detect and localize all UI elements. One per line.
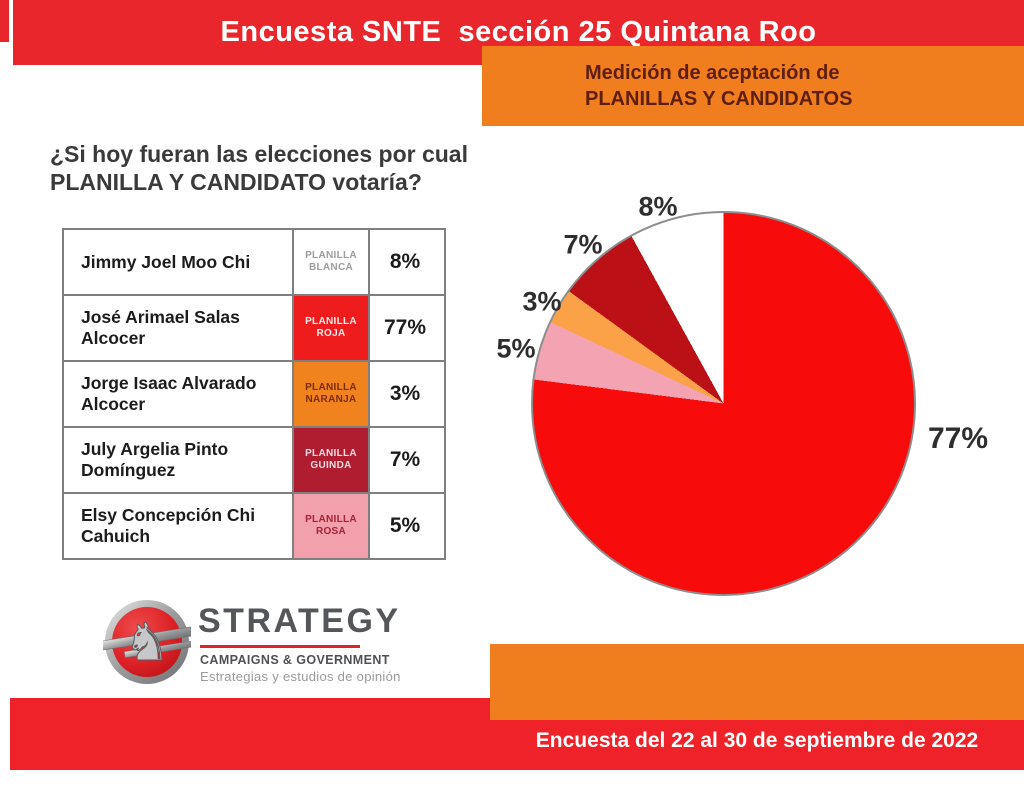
table-row: Jimmy Joel Moo Chi PLANILLA BLANCA 8%	[64, 230, 444, 296]
results-table: Jimmy Joel Moo Chi PLANILLA BLANCA 8% Jo…	[62, 228, 446, 560]
percent-value: 3%	[389, 382, 421, 405]
planilla-badge: PLANILLA NARANJA	[294, 362, 370, 426]
planilla-badge: PLANILLA ROSA	[294, 494, 370, 558]
strategy-logo-icon: ♞	[103, 600, 191, 684]
candidate-name: José Arimael Salas Alcocer	[64, 296, 294, 360]
pie-chart	[531, 211, 916, 596]
candidate-name: Elsy Concepción Chi Cahuich	[64, 494, 294, 558]
planilla-label-line1: PLANILLA	[305, 514, 357, 525]
question-line1: ¿Si hoy fueran las elecciones por cual	[50, 141, 468, 167]
percent-value: 5%	[389, 514, 421, 537]
survey-question: ¿Si hoy fueran las elecciones por cual P…	[50, 140, 530, 196]
logo-tagline-1: CAMPAIGNS & GOVERNMENT	[200, 653, 390, 667]
table-row: July Argelia Pinto Domínguez PLANILLA GU…	[64, 428, 444, 494]
strategy-logo: ♞ STRATEGY CAMPAIGNS & GOVERNMENT Estrat…	[103, 596, 403, 692]
planilla-label-line2: GUINDA	[310, 460, 352, 471]
percent-value: 8%	[389, 250, 421, 273]
pie-label-guinda: 7%	[563, 229, 603, 260]
subtitle-line1: Medición de aceptación de	[585, 62, 840, 84]
planilla-label-line2: BLANCA	[308, 262, 354, 273]
planilla-label-line2: ROJA	[316, 328, 346, 339]
svg-text:♞: ♞	[124, 614, 171, 672]
candidate-name: July Argelia Pinto Domínguez	[64, 428, 294, 492]
planilla-label-line1: PLANILLA	[305, 448, 357, 459]
logo-tagline-2: Estrategias y estudios de opinión	[200, 669, 401, 684]
planilla-badge: PLANILLA GUINDA	[294, 428, 370, 492]
subtitle-box: Medición de aceptación de PLANILLAS Y CA…	[482, 46, 1024, 126]
planilla-label-line1: PLANILLA	[305, 382, 357, 393]
pie-label-blanca: 8%	[638, 191, 678, 222]
planilla-label-line1: PLANILLA	[305, 316, 357, 327]
candidate-name: Jimmy Joel Moo Chi	[64, 230, 294, 294]
table-row: Elsy Concepción Chi Cahuich PLANILLA ROS…	[64, 494, 444, 558]
candidate-name: Jorge Isaac Alvarado Alcocer	[64, 362, 294, 426]
corner-accent	[0, 0, 9, 42]
question-line2: PLANILLA Y CANDIDATO votaría?	[50, 169, 422, 195]
planilla-badge: PLANILLA BLANCA	[294, 230, 370, 294]
planilla-badge: PLANILLA ROJA	[294, 296, 370, 360]
planilla-label-line2: NARANJA	[305, 394, 357, 405]
logo-brand-text: STRATEGY	[198, 602, 401, 640]
footer-orange-block	[490, 644, 1024, 720]
pie-label-roja: 77%	[927, 422, 989, 455]
page-title: Encuesta SNTE sección 25 Quintana Roo	[220, 16, 817, 48]
survey-period: Encuesta del 22 al 30 de septiembre de 2…	[535, 729, 979, 752]
percent-value: 7%	[389, 448, 421, 471]
subtitle-line2: PLANILLAS Y CANDIDATOS	[585, 88, 853, 110]
table-row: José Arimael Salas Alcocer PLANILLA ROJA…	[64, 296, 444, 362]
pie-label-naranja: 3%	[522, 286, 562, 317]
table-row: Jorge Isaac Alvarado Alcocer PLANILLA NA…	[64, 362, 444, 428]
pie-label-rosa: 5%	[496, 333, 536, 364]
percent-value: 77%	[383, 316, 427, 339]
planilla-label-line2: ROSA	[315, 526, 347, 537]
logo-red-rule	[200, 645, 360, 648]
planilla-label-line1: PLANILLA	[305, 250, 357, 261]
